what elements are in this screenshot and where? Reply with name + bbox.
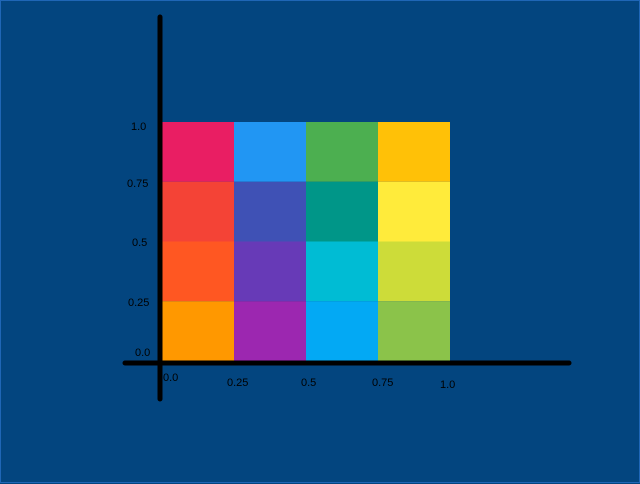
- heatmap-cell: [162, 301, 234, 361]
- x-tick-label: 0.5: [301, 377, 317, 389]
- heatmap-cell: [306, 181, 378, 242]
- heatmap-cell: [234, 122, 306, 182]
- heatmap-cell: [162, 181, 234, 242]
- heatmap-cell: [378, 301, 450, 361]
- heatmap-cell: [234, 181, 306, 242]
- y-tick-label: 1.0: [131, 121, 147, 133]
- heatmap-cell: [378, 122, 450, 182]
- heatmap-cell: [162, 122, 234, 182]
- heatmap-cell: [378, 181, 450, 242]
- heatmap-cell: [234, 241, 306, 302]
- y-tick-label: 0.0: [135, 347, 151, 359]
- x-tick-label: 0.75: [372, 377, 394, 389]
- y-tick-label: 0.25: [128, 297, 150, 309]
- x-tick-label: 0.25: [227, 377, 249, 389]
- heatmap-cell: [378, 241, 450, 302]
- y-tick-label: 0.75: [127, 178, 149, 190]
- heatmap-cells: [162, 122, 450, 361]
- x-tick-label: 1.0: [440, 379, 456, 391]
- x-tick-label: 0.0: [163, 372, 179, 384]
- heatmap-cell: [306, 301, 378, 361]
- y-tick-label: 0.5: [132, 237, 148, 249]
- heatmap-cell: [306, 241, 378, 302]
- heatmap-cell: [162, 241, 234, 302]
- heatmap-cell: [306, 122, 378, 182]
- heatmap-cell: [234, 301, 306, 361]
